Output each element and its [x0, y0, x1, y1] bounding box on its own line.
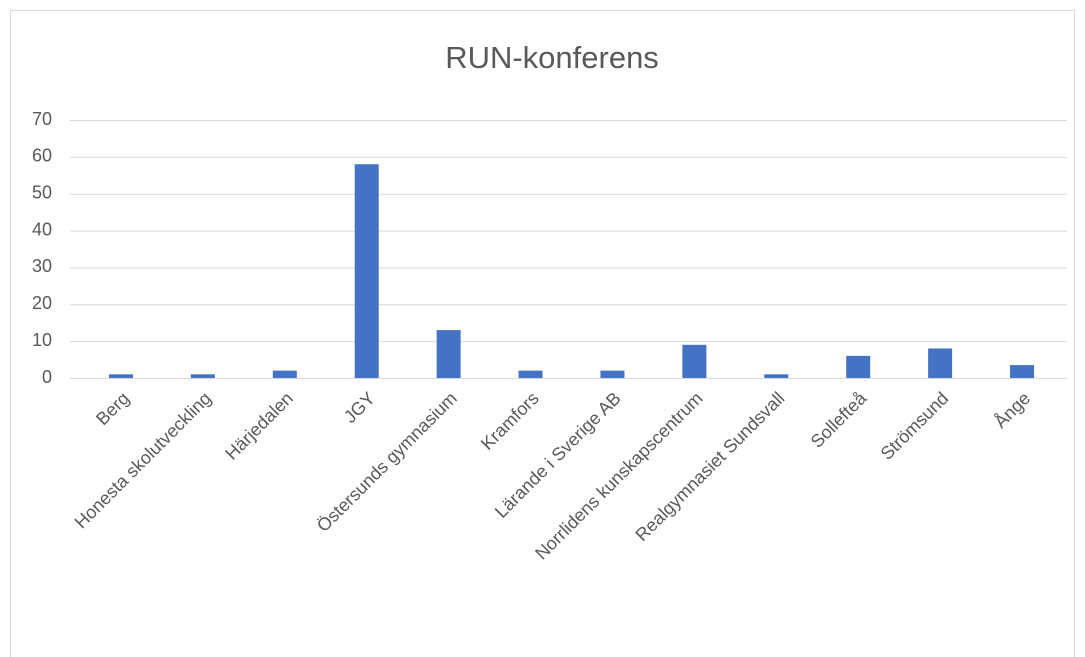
bar	[518, 370, 543, 378]
y-tick-label: 50	[32, 182, 52, 202]
y-tick-label: 20	[32, 293, 52, 313]
bar	[1010, 365, 1035, 378]
bar	[190, 374, 215, 378]
y-tick-label: 30	[32, 256, 52, 276]
bar	[600, 370, 625, 378]
bar	[272, 370, 297, 378]
chart-frame	[10, 10, 1075, 657]
y-tick-label: 40	[32, 219, 52, 239]
y-tick-label: 10	[32, 330, 52, 350]
chart-title: RUN-konferens	[445, 40, 659, 75]
bar	[682, 344, 707, 378]
y-tick-label: 0	[42, 367, 52, 387]
y-tick-label: 70	[32, 109, 52, 129]
bar	[436, 330, 461, 378]
bar	[764, 374, 789, 378]
bar	[108, 374, 133, 378]
bar	[846, 355, 871, 378]
bar	[928, 348, 953, 378]
bar	[354, 164, 379, 378]
y-tick-label: 60	[32, 146, 52, 166]
